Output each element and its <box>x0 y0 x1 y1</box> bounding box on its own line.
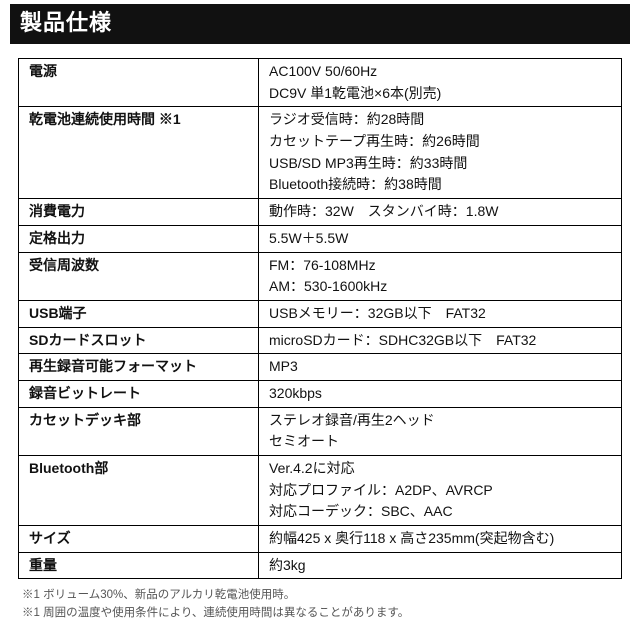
spec-table: 電源AC100V 50/60HzDC9V 単1乾電池×6本(別売)乾電池連続使用… <box>18 58 622 579</box>
spec-label: 電源 <box>19 59 259 107</box>
spec-label: 再生録音可能フォーマット <box>19 354 259 381</box>
spec-value: 5.5W＋5.5W <box>259 225 622 252</box>
table-row: 乾電池連続使用時間 ※1ラジオ受信時：約28時間カセットテープ再生時：約26時間… <box>19 107 622 199</box>
spec-label: 定格出力 <box>19 225 259 252</box>
spec-label: 重量 <box>19 552 259 579</box>
spec-value: FM：76-108MHzAM：530-1600kHz <box>259 252 622 300</box>
spec-value: Ver.4.2に対応対応プロファイル：A2DP、AVRCP対応コーデック：SBC… <box>259 456 622 526</box>
spec-label: Bluetooth部 <box>19 456 259 526</box>
table-row: 消費電力動作時：32W スタンバイ時：1.8W <box>19 199 622 226</box>
spec-label: 録音ビットレート <box>19 380 259 407</box>
spec-sheet: 製品仕様 電源AC100V 50/60HzDC9V 単1乾電池×6本(別売)乾電… <box>0 0 640 622</box>
spec-label: SDカードスロット <box>19 327 259 354</box>
spec-value: 約幅425 x 奥行118 x 高さ235mm(突起物含む) <box>259 526 622 553</box>
spec-label: カセットデッキ部 <box>19 407 259 455</box>
table-row: 受信周波数FM：76-108MHzAM：530-1600kHz <box>19 252 622 300</box>
table-row: SDカードスロットmicroSDカード：SDHC32GB以下 FAT32 <box>19 327 622 354</box>
spec-label: サイズ <box>19 526 259 553</box>
table-row: 録音ビットレート320kbps <box>19 380 622 407</box>
spec-value: 動作時：32W スタンバイ時：1.8W <box>259 199 622 226</box>
table-row: カセットデッキ部ステレオ録音/再生2ヘッドセミオート <box>19 407 622 455</box>
spec-value: microSDカード：SDHC32GB以下 FAT32 <box>259 327 622 354</box>
spec-value: ステレオ録音/再生2ヘッドセミオート <box>259 407 622 455</box>
footnotes: ※1 ボリューム30%、新品のアルカリ乾電池使用時。※1 周囲の温度や使用条件に… <box>10 583 630 622</box>
spec-label: 乾電池連続使用時間 ※1 <box>19 107 259 199</box>
spec-value: MP3 <box>259 354 622 381</box>
spec-value: 320kbps <box>259 380 622 407</box>
footnote-line: ※1 ボリューム30%、新品のアルカリ乾電池使用時。 <box>22 587 620 604</box>
table-row: USB端子USBメモリー：32GB以下 FAT32 <box>19 300 622 327</box>
spec-value: ラジオ受信時：約28時間カセットテープ再生時：約26時間USB/SD MP3再生… <box>259 107 622 199</box>
spec-label: 消費電力 <box>19 199 259 226</box>
table-row: 定格出力5.5W＋5.5W <box>19 225 622 252</box>
table-row: 重量約3kg <box>19 552 622 579</box>
spec-value: USBメモリー：32GB以下 FAT32 <box>259 300 622 327</box>
table-row: サイズ約幅425 x 奥行118 x 高さ235mm(突起物含む) <box>19 526 622 553</box>
spec-value: 約3kg <box>259 552 622 579</box>
section-title: 製品仕様 <box>10 4 630 44</box>
spec-table-container: 電源AC100V 50/60HzDC9V 単1乾電池×6本(別売)乾電池連続使用… <box>10 44 630 583</box>
table-row: Bluetooth部Ver.4.2に対応対応プロファイル：A2DP、AVRCP対… <box>19 456 622 526</box>
spec-value: AC100V 50/60HzDC9V 単1乾電池×6本(別売) <box>259 59 622 107</box>
spec-label: USB端子 <box>19 300 259 327</box>
table-row: 再生録音可能フォーマットMP3 <box>19 354 622 381</box>
footnote-line: ※1 周囲の温度や使用条件により、連続使用時間は異なることがあります。 <box>22 605 620 622</box>
table-row: 電源AC100V 50/60HzDC9V 単1乾電池×6本(別売) <box>19 59 622 107</box>
spec-label: 受信周波数 <box>19 252 259 300</box>
